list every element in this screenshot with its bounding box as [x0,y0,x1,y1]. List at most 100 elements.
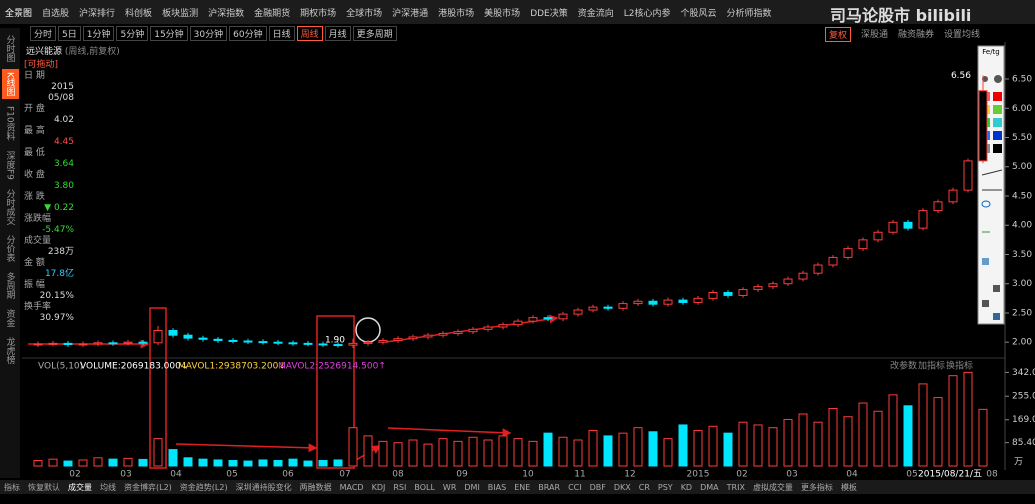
indicator-tab[interactable]: 均线 [100,482,116,492]
indicator-tab[interactable]: 模板 [840,482,857,492]
candle-body [513,320,523,326]
indicator-tab[interactable]: 成交量 [68,482,92,492]
candle-body [318,343,328,346]
candle-body [498,324,508,328]
panel-button: 换指标 [946,360,973,372]
period-tab[interactable]: 60分钟 [229,25,267,41]
indicator-tab[interactable]: RSI [393,482,407,492]
menu-item[interactable]: 港股市场 [438,8,475,19]
volume-bar [588,429,598,467]
candle-body [363,341,373,344]
indicator-tab[interactable]: MACD [339,482,364,492]
period-tab[interactable]: 日线 [268,25,295,41]
menu-item[interactable]: 全景图 [5,8,33,19]
indicator-tab[interactable]: DBF [589,482,606,492]
candle-body [78,343,88,346]
control[interactable]: 深股通 [861,30,889,40]
candle-body [408,336,418,340]
side-tab[interactable]: 多周期 [4,272,15,300]
indicator-tab[interactable]: 深圳通持股变化 [235,482,292,492]
candle-body [123,341,133,344]
volume-bar [348,427,358,467]
menu-item[interactable]: 沪深指数 [208,8,245,19]
indicator-tab[interactable]: TRIX [726,482,745,492]
volume-bar [693,429,703,467]
indicator-tab[interactable]: WR [442,482,457,492]
indicator-tab[interactable]: BOLL [414,482,435,492]
info-label: 振 幅 [24,280,45,290]
indicator-tab[interactable]: DMI [464,482,480,492]
indicator-tab[interactable]: DMA [700,482,719,492]
control[interactable]: 设置均线 [944,30,981,40]
candle-body [663,299,673,305]
volume-bar [303,460,313,467]
candle-body [918,210,928,229]
side-tab[interactable]: F10资料 [4,105,15,141]
side-tab[interactable]: 分时成交 [4,189,15,226]
indicator-tab[interactable]: 虚拟成交量 [752,482,793,492]
indicator-tab[interactable]: 两融数据 [299,482,332,492]
indicator-tab[interactable]: 更多指标 [800,482,833,492]
menu-item[interactable]: 沪深排行 [79,8,116,19]
period-tab[interactable]: 月线 [324,25,351,41]
menu-item[interactable]: 资金流向 [577,8,614,19]
control[interactable]: 融资融券 [898,30,935,40]
side-tab[interactable]: 分时图 [4,35,15,62]
side-tab[interactable]: 龙虎榜 [4,337,15,365]
menu-item[interactable]: DDE决策 [530,8,568,19]
volume-bar [678,424,688,467]
y-tick-label: 169.00 [1012,415,1035,425]
side-tab[interactable]: 资金 [4,309,15,328]
volume-bar [753,424,763,467]
period-tab[interactable]: 15分钟 [150,25,188,41]
indicator-tab[interactable]: ENE [514,482,531,492]
side-tab[interactable]: 分价表 [4,235,15,263]
info-value: 238万 [47,247,74,257]
indicator-tab[interactable]: CCI [568,482,582,492]
period-tab[interactable]: 分时 [30,25,57,41]
menu-item[interactable]: 期权市场 [300,8,337,19]
indicator-tab[interactable]: 指标 [4,482,20,492]
control[interactable]: 复权 [825,27,852,42]
period-tab[interactable]: 周线 [296,25,323,41]
indicator-tab[interactable]: KDJ [371,482,386,492]
period-tab[interactable]: 5分钟 [116,25,149,41]
toolbox[interactable] [977,45,1005,325]
period-tab[interactable]: 30分钟 [189,25,228,41]
side-tab[interactable]: K线图 [1,69,19,99]
x-tick-label: 11 [574,470,585,480]
info-label: 涨 跌 [24,192,45,202]
menu-item[interactable]: 自选股 [42,8,70,19]
indicator-tab[interactable]: 资金趋势(L2) [179,482,228,492]
menu-item[interactable]: L2核心内参 [623,8,671,19]
menu-item[interactable]: 板块监测 [162,8,199,19]
candle-body [423,334,433,338]
period-tab[interactable]: 1分钟 [82,25,115,41]
indicator-tab[interactable]: BIAS [487,482,507,492]
indicator-tab[interactable]: BRAR [538,482,561,492]
indicator-tab[interactable]: 资金博弈(L2) [124,482,172,492]
volume-legend: VOLUME:2069183.000↓ [80,362,188,372]
indicator-tab[interactable]: DKX [613,482,631,492]
volume-bar [858,402,868,467]
indicator-tab[interactable]: KD [680,482,693,492]
menu-item[interactable]: 全球市场 [346,8,383,19]
menu-item[interactable]: 沪深港通 [392,8,429,19]
menu-item[interactable]: 分析师指数 [726,8,772,19]
period-tab[interactable]: 5日 [58,25,81,41]
menu-item[interactable]: 科创板 [125,8,153,19]
menu-item[interactable]: 个股风云 [680,8,717,19]
side-tab[interactable]: 深度F9 [4,150,15,180]
volume-bar [153,438,163,467]
volume-bar [798,413,808,467]
menu-item[interactable]: 金融期货 [254,8,291,19]
indicator-tab[interactable]: CR [638,482,650,492]
indicator-tab[interactable]: 恢复默认 [28,482,60,492]
x-tick-label: 09 [456,470,468,480]
menu-item[interactable]: 美股市场 [484,8,521,19]
indicator-tab[interactable]: PSY [657,482,673,492]
info-value: 30.97% [39,313,74,323]
candle-body [588,306,598,311]
candle-body [153,330,163,344]
period-tab[interactable]: 更多周期 [352,25,397,41]
